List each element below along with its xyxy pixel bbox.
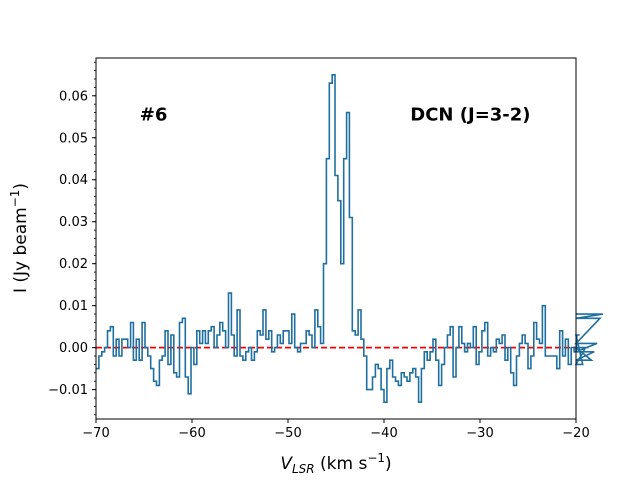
x-tick-label: −60 — [178, 426, 205, 441]
x-axis-title-units: (km s — [315, 454, 368, 474]
x-tick-label: −20 — [562, 426, 589, 441]
y-tick-label: 0.02 — [59, 257, 88, 272]
y-axis-ticks: −0.01 0.00 0.01 0.02 0.03 0.04 0.05 0.06 — [48, 61, 96, 416]
x-tick-label: −30 — [466, 426, 493, 441]
y-axis-title-close: ) — [11, 183, 31, 190]
spectrum-series-line — [96, 74, 604, 403]
annotation-line-name: DCN (J=3-2) — [410, 105, 530, 126]
y-tick-label: 0.05 — [59, 131, 88, 146]
x-axis-title-main: V — [280, 454, 293, 474]
x-axis-title-sub: LSR — [292, 462, 315, 476]
x-axis-title-sup: −1 — [367, 451, 385, 465]
plot-area — [96, 58, 576, 419]
y-axis-title-sup: −1 — [8, 190, 22, 208]
plot-frame — [95, 57, 577, 420]
y-tick-label: 0.03 — [59, 215, 88, 230]
annotation-source-id: #6 — [140, 105, 168, 126]
y-tick-label: −0.01 — [48, 383, 88, 398]
x-tick-label: −70 — [82, 426, 109, 441]
x-axis-title-close: ) — [385, 454, 392, 474]
x-tick-label: −40 — [370, 426, 397, 441]
y-tick-label: 0.00 — [59, 341, 88, 356]
y-tick-label: 0.04 — [59, 173, 88, 188]
x-tick-label: −50 — [274, 426, 301, 441]
y-tick-label: 0.01 — [59, 299, 88, 314]
x-axis-ticks: −70 −60 −50 −40 −30 −20 — [82, 419, 590, 441]
y-axis-title: I (Jy beam−1) — [8, 183, 31, 293]
y-tick-label: 0.06 — [59, 89, 88, 104]
y-axis-title-main: I (Jy beam — [11, 207, 31, 293]
x-axis-title: VLSR (km s−1) — [280, 451, 391, 476]
